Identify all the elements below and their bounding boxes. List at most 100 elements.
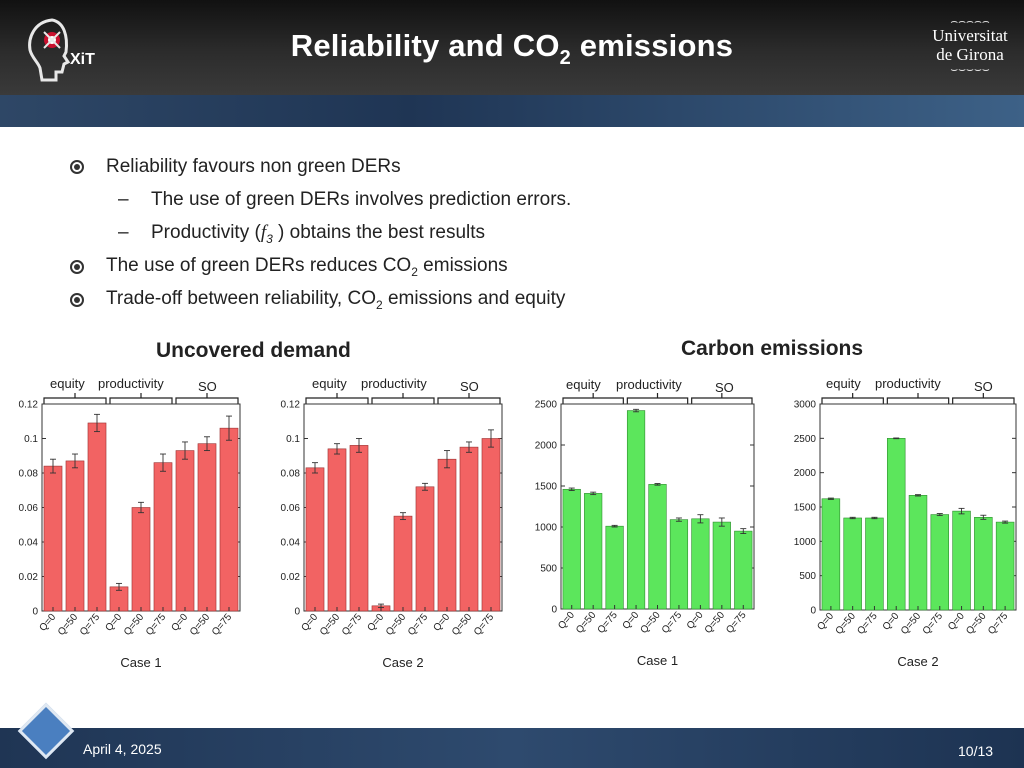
bar bbox=[712, 521, 731, 610]
green-ders-text-post: emissions bbox=[417, 255, 508, 276]
bar bbox=[886, 438, 906, 611]
group-bracket bbox=[626, 397, 689, 404]
xit-logo: XiT bbox=[22, 14, 102, 86]
y-tick-label: 0.06 bbox=[281, 503, 301, 514]
x-tick-label: Q=75 bbox=[855, 611, 880, 637]
bullet-icon bbox=[70, 293, 84, 307]
x-tick-label: Q=75 bbox=[596, 610, 621, 636]
x-tick-label: Q=50 bbox=[703, 610, 728, 636]
y-tick-label: 0.04 bbox=[19, 538, 39, 549]
udg-logo-top-brace: ⌢⌢⌢⌢⌢ bbox=[950, 14, 990, 28]
green-ders-text-pre: The use of green DERs reduces CO bbox=[106, 255, 412, 276]
bar bbox=[584, 493, 603, 610]
group-bracket bbox=[43, 397, 107, 404]
bar bbox=[821, 498, 841, 611]
productivity-text-pre: Productivity ( bbox=[151, 222, 261, 243]
group-label-productivity: productivity bbox=[875, 376, 941, 391]
bar bbox=[562, 488, 581, 610]
x-tick-label: Q=50 bbox=[638, 610, 663, 636]
x-tick-label: Q=75 bbox=[78, 612, 103, 638]
bullet-trade-off: Trade-off between reliability, CO2 emiss… bbox=[106, 288, 566, 312]
bullet-icon bbox=[70, 160, 84, 174]
uncovered-demand-case1-chart: 00.020.040.060.080.10.12Q=0Q=50Q=75 Q=0Q=… bbox=[19, 393, 241, 670]
udg-logo-line2: de Girona bbox=[936, 45, 1004, 64]
bar bbox=[908, 495, 928, 611]
y-tick-label: 0.1 bbox=[24, 434, 38, 445]
page-title: Reliability and CO2 emissions bbox=[0, 28, 1024, 69]
y-tick-label: 0.02 bbox=[281, 572, 301, 583]
group-bracket bbox=[371, 397, 435, 404]
y-tick-label: 500 bbox=[799, 571, 816, 582]
bar bbox=[995, 521, 1015, 611]
trade-off-text-pre: Trade-off between reliability, CO bbox=[106, 288, 376, 309]
green-ders-subscript: 2 bbox=[411, 265, 418, 279]
group-label-so: SO bbox=[460, 379, 479, 394]
trade-off-text-post: emissions and equity bbox=[382, 288, 566, 309]
x-tick-label: Q=75 bbox=[921, 611, 946, 637]
uncovered-demand-heading: Uncovered demand bbox=[156, 339, 351, 362]
bullet-green-ders: The use of green DERs reduces CO2 emissi… bbox=[106, 255, 508, 279]
group-bracket bbox=[305, 397, 369, 404]
bar bbox=[415, 486, 435, 612]
x-tick-label: Q=50 bbox=[899, 611, 924, 637]
y-tick-label: 1000 bbox=[535, 523, 558, 534]
udg-logo: ⌢⌢⌢⌢⌢ Universitat de Girona ⌣⌣⌣⌣⌣ bbox=[918, 14, 1022, 82]
bar bbox=[626, 410, 646, 610]
x-tick-label: Q=75 bbox=[724, 610, 749, 636]
title-tail: emissions bbox=[570, 28, 734, 63]
y-tick-label: 2000 bbox=[535, 441, 558, 452]
group-label-equity: equity bbox=[826, 376, 861, 391]
group-label-equity: equity bbox=[566, 377, 601, 392]
group-bracket bbox=[437, 397, 501, 404]
group-label-so: SO bbox=[198, 379, 217, 394]
group-label-productivity: productivity bbox=[616, 377, 682, 392]
y-tick-label: 500 bbox=[540, 564, 557, 575]
x-tick-label: Q=75 bbox=[406, 612, 431, 638]
dash-icon: – bbox=[118, 189, 129, 210]
uncovered-demand-case2-chart: 00.020.040.060.080.10.12Q=0Q=50Q=75 Q=0Q=… bbox=[281, 393, 503, 670]
y-tick-label: 0 bbox=[294, 607, 300, 618]
xit-logo-text: XiT bbox=[70, 51, 95, 68]
x-tick-label: Q=50 bbox=[964, 611, 989, 637]
group-bracket bbox=[562, 397, 624, 404]
trade-off-subscript: 2 bbox=[376, 298, 383, 312]
y-tick-label: 0.12 bbox=[281, 400, 301, 411]
x-tick-label: Q=50 bbox=[834, 611, 859, 637]
header-band bbox=[0, 95, 1024, 127]
y-tick-label: 1500 bbox=[794, 503, 817, 514]
y-tick-label: 0 bbox=[810, 606, 816, 617]
x-axis-label: Case 1 bbox=[120, 655, 161, 670]
x-axis-label: Case 2 bbox=[382, 655, 423, 670]
group-label-equity: equity bbox=[312, 376, 347, 391]
y-tick-label: 0.1 bbox=[286, 434, 300, 445]
y-tick-label: 1500 bbox=[535, 482, 558, 493]
bar bbox=[843, 517, 862, 611]
productivity-f-subscript: 3 bbox=[266, 232, 273, 246]
header-bar bbox=[0, 0, 1024, 95]
bar bbox=[930, 514, 950, 611]
bar bbox=[605, 525, 624, 610]
carbon-emissions-heading: Carbon emissions bbox=[681, 337, 864, 360]
bullet-icon bbox=[70, 260, 84, 274]
x-tick-label: Q=75 bbox=[986, 611, 1011, 637]
group-bracket bbox=[952, 397, 1015, 404]
x-tick-label: Q=75 bbox=[472, 612, 497, 638]
productivity-f: f bbox=[260, 222, 267, 243]
y-tick-label: 3000 bbox=[794, 400, 817, 411]
x-tick-label: Q=75 bbox=[340, 612, 365, 638]
bar bbox=[974, 517, 993, 611]
x-tick-label: Q=50 bbox=[574, 610, 599, 636]
title-subscript: 2 bbox=[559, 47, 571, 69]
x-tick-label: Q=75 bbox=[660, 610, 685, 636]
bar bbox=[175, 450, 195, 612]
group-label-equity: equity bbox=[50, 376, 85, 391]
bar bbox=[648, 484, 667, 610]
y-tick-label: 2000 bbox=[794, 468, 817, 479]
udg-logo-line1: Universitat bbox=[932, 26, 1008, 45]
bar bbox=[197, 443, 217, 612]
x-tick-label: Q=50 bbox=[318, 612, 343, 638]
footer-date: April 4, 2025 bbox=[83, 741, 162, 757]
group-bracket bbox=[821, 397, 884, 404]
bar bbox=[865, 517, 884, 611]
